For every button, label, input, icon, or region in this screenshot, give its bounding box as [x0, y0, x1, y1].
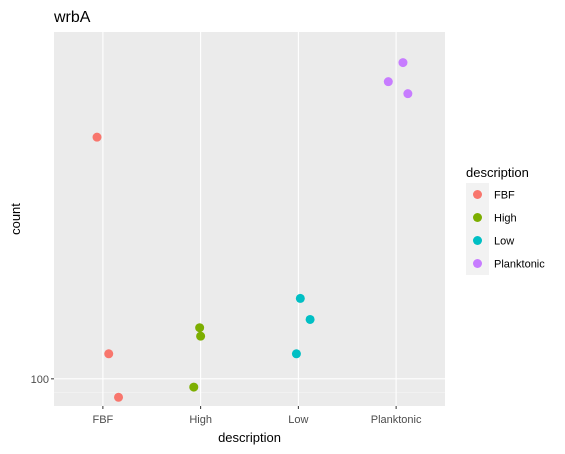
legend-title: description — [466, 165, 529, 180]
y-axis-title: count — [8, 203, 23, 235]
legend-key-planktonic — [473, 259, 482, 268]
x-tick-label-planktonic: Planktonic — [371, 414, 422, 426]
chart-title: wrbA — [53, 9, 91, 26]
point-low — [305, 314, 315, 324]
legend-label-high: High — [494, 213, 517, 225]
legend-entries: FBF High Low Planktonic — [466, 183, 545, 275]
point-low — [291, 349, 301, 359]
point-high — [195, 323, 205, 333]
legend-label-planktonic: Planktonic — [494, 259, 545, 271]
plot-panel — [54, 32, 445, 406]
point-fbf — [114, 392, 124, 402]
point-fbf — [92, 132, 102, 142]
point-planktonic — [403, 89, 413, 99]
data-points — [92, 58, 413, 402]
point-high — [196, 331, 206, 341]
point-planktonic — [383, 77, 393, 87]
legend-label-low: Low — [494, 236, 514, 248]
point-planktonic — [398, 58, 408, 68]
legend-key-fbf — [473, 190, 482, 199]
x-tick-label-low: Low — [288, 414, 308, 426]
x-axis-ticks: FBF High Low Planktonic — [92, 406, 422, 426]
point-fbf — [104, 349, 114, 359]
point-high — [189, 382, 199, 392]
legend: description FBF High Low Planktonic — [466, 165, 545, 275]
legend-label-fbf: FBF — [494, 190, 515, 202]
y-tick-label: 100 — [31, 374, 49, 386]
x-axis-title: description — [218, 430, 281, 445]
point-low — [295, 293, 305, 303]
legend-key-low — [473, 236, 482, 245]
x-tick-label-high: High — [189, 414, 212, 426]
legend-key-high — [473, 213, 482, 222]
x-tick-label-fbf: FBF — [92, 414, 113, 426]
y-axis-ticks: 100 — [31, 374, 54, 386]
major-gridlines — [54, 32, 445, 406]
